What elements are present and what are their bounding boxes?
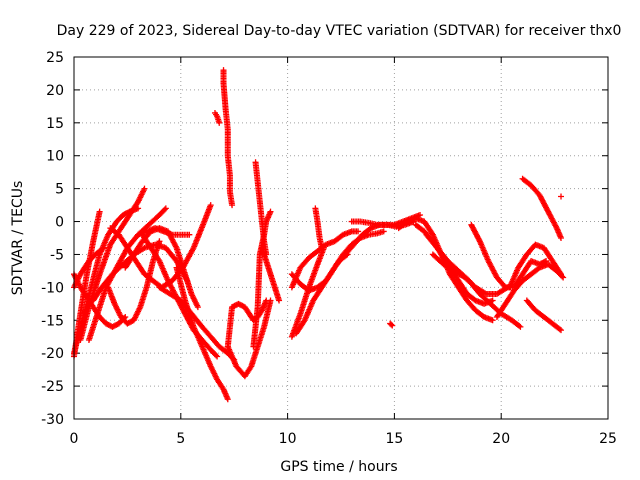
data-point [224,396,231,403]
y-axis-label: SDTVAR / TECUs [10,181,26,296]
axis-ticks: 0 5 10 15 20 25 -30 -25 -20 -15 -10 -5 0 5 10 15 20 25 [41,50,617,447]
x-tick-label: 25 [599,431,617,447]
y-tick-label: 0 [55,215,64,231]
series-arc-15 [220,67,236,209]
series-arc-39 [523,297,565,334]
series-arc-30 [387,320,396,329]
data-point [276,297,283,304]
data-point [162,205,169,212]
data-point [388,321,395,328]
series-arc-22 [258,244,283,304]
y-tick-label: -20 [41,346,64,362]
data-point [541,258,548,265]
data-point [99,245,106,252]
data-point [229,202,236,209]
series-arc-17 [224,304,236,350]
data-point [501,283,508,290]
x-tick-label: 5 [176,431,185,447]
y-tick-label: 10 [46,149,64,165]
data-point [558,327,565,334]
series-arc-09 [105,238,163,327]
data-point [558,235,565,241]
data-point [161,206,168,213]
chart-title: Day 229 of 2023, Sidereal Day-to-day VTE… [57,23,622,39]
x-axis-label: GPS time / hours [280,459,397,475]
series-arc-31 [395,215,496,324]
x-tick-label: 0 [70,431,79,447]
series-arc-37 [506,241,565,291]
data-point [141,185,148,192]
data-point [100,244,107,251]
y-tick-label: -25 [41,379,64,395]
series-arc-38 [519,175,565,241]
data-point [318,244,325,251]
data-point [560,274,567,281]
data-point [267,208,274,215]
data-point [267,297,274,304]
data-point [214,353,221,360]
plot-frame [73,56,609,420]
series-arc-29 [348,211,424,228]
data-point [558,271,565,278]
series-arc-23 [288,228,362,291]
data-point [481,290,488,297]
data-point [216,119,223,126]
series-arc-33 [423,231,524,330]
series-arc-13 [156,284,238,363]
data-point [156,238,163,245]
data-point [140,245,147,252]
y-tick-label: -5 [50,247,64,263]
data-points [71,67,567,403]
data-point [380,228,387,235]
data-point [556,326,563,333]
data-point [489,317,496,324]
data-point [96,208,103,215]
x-tick-label: 15 [385,431,403,447]
series-arc-27 [312,205,325,251]
y-tick-label: 25 [46,50,64,66]
series-arc-21 [252,159,270,258]
data-point [543,258,550,265]
data-point [489,297,496,304]
x-tick-label: 10 [279,431,297,447]
series-arc-35 [493,261,567,320]
series-arc-14 [173,264,231,403]
data-point [186,231,193,238]
y-tick-label: -10 [41,280,64,296]
series-arc-07 [71,244,107,291]
y-tick-label: -15 [41,313,64,329]
series-arc-16 [211,109,223,126]
data-point [516,322,523,329]
data-point [213,352,220,359]
y-tick-label: 15 [46,116,64,132]
data-point [517,323,524,330]
y-tick-label: 20 [46,83,64,99]
data-point [194,304,201,311]
data-point [355,228,362,235]
y-tick-label: 5 [55,182,64,198]
data-point [207,202,214,209]
data-point [389,322,396,329]
y-tick-label: -30 [41,412,64,428]
series-arc-36 [468,221,550,291]
data-point [557,269,564,276]
data-point [558,193,565,200]
x-tick-label: 20 [492,431,510,447]
series-arc-11 [135,225,193,238]
series-arc-19 [224,297,274,380]
